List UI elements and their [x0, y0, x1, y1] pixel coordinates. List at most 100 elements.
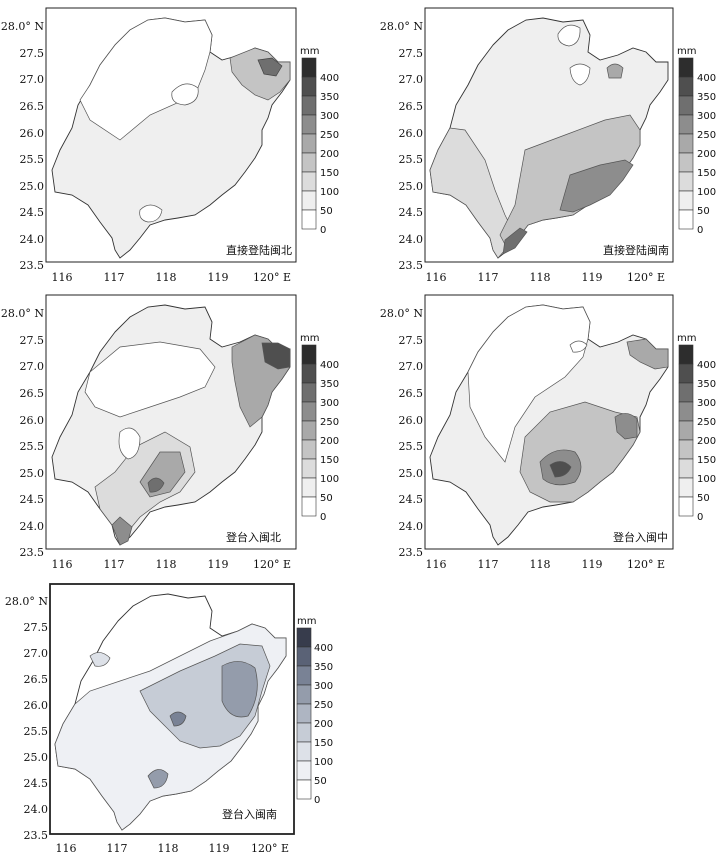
y-tick-label: 27.5: [20, 334, 45, 347]
legend-swatch: [301, 95, 317, 116]
y-tick-label: 23.5: [20, 259, 45, 272]
y-tick-label: 25.5: [24, 725, 49, 738]
y-tick-label: 24.5: [20, 206, 45, 219]
isoline-region: [169, 711, 187, 727]
x-tick-label: 118: [530, 558, 551, 571]
legend-swatch: [296, 722, 312, 743]
legend-label: 150: [314, 738, 333, 749]
map-panel-5: 116 117 118 119 120° E 28.0° N 27.5 27.0…: [0, 576, 345, 861]
legend-unit: mm: [297, 616, 316, 627]
isoline-region: [569, 63, 591, 86]
legend-unit: mm: [677, 333, 696, 344]
y-tick-label: 25.5: [399, 440, 424, 453]
y-tick-label: 25.0: [24, 751, 49, 764]
y-tick-label: 27.0: [20, 360, 45, 373]
legend-swatch: [678, 439, 694, 460]
isoline-region: [606, 63, 624, 79]
y-tick-label: 24.5: [20, 493, 45, 506]
y-tick-label: 28.0° N: [1, 307, 44, 320]
legend-swatch: [301, 114, 317, 135]
x-tick-label: 116: [52, 271, 73, 284]
legend-label: 350: [697, 92, 716, 103]
legend-swatch: [301, 133, 317, 154]
isoline-region: [118, 427, 141, 460]
isoline-region: [139, 204, 163, 223]
map-panel-2: 116 117 118 119 120° E 28.0° N 27.5 27.0…: [375, 0, 720, 285]
legend-swatch: [678, 114, 694, 135]
isoline-region: [147, 477, 165, 493]
isoline-region: [257, 57, 283, 77]
legend-unit: mm: [300, 46, 319, 57]
legend-label: 200: [697, 436, 716, 447]
x-tick-label: 117: [104, 558, 125, 571]
y-tick-label: 26.5: [20, 387, 45, 400]
isoline-region: [559, 159, 634, 213]
legend-swatch: [301, 190, 317, 211]
legend-swatch: [296, 703, 312, 724]
legend-label: 200: [320, 436, 339, 447]
y-tick-label: 27.5: [399, 47, 424, 60]
y-tick-label: 24.0: [20, 520, 45, 533]
legend-swatch: [301, 401, 317, 422]
x-tick-label: 120° E: [627, 271, 665, 284]
legend-swatch: [296, 684, 312, 705]
map-panel-3: 116 117 118 119 120° E 28.0° N 27.5 27.0…: [0, 287, 345, 572]
legend-label: 400: [314, 643, 333, 654]
legend-swatch: [678, 344, 694, 365]
y-tick-label: 26.5: [20, 100, 45, 113]
y-tick-label: 24.5: [24, 777, 49, 790]
legend-swatch: [678, 458, 694, 479]
panel-title: 直接登陆闽南: [603, 243, 669, 257]
legend-label: 50: [320, 206, 333, 217]
legend-label: 0: [320, 225, 326, 236]
y-tick-label: 27.0: [399, 360, 424, 373]
legend-label: 100: [314, 757, 333, 768]
isoline-region: [467, 304, 591, 463]
y-tick-label: 24.0: [24, 803, 49, 816]
legend-swatch: [678, 133, 694, 154]
legend-label: 0: [314, 795, 320, 806]
legend-label: 200: [697, 149, 716, 160]
legend-label: 0: [697, 512, 703, 523]
y-tick-label: 27.0: [20, 73, 45, 86]
isoline-region: [111, 516, 133, 546]
legend-label: 350: [320, 92, 339, 103]
legend: mm 400 350 300 250 200 150 100 50 0: [677, 46, 716, 236]
x-tick-label: 116: [52, 558, 73, 571]
y-tick-label: 27.0: [399, 73, 424, 86]
x-tick-label: 120° E: [627, 558, 665, 571]
legend-swatch: [296, 646, 312, 667]
legend-swatch: [296, 779, 312, 800]
panel-title: 直接登陆闽北: [226, 243, 292, 257]
panel-title: 登台入闽北: [226, 530, 281, 544]
y-tick-label: 24.5: [399, 493, 424, 506]
legend-label: 50: [697, 493, 710, 504]
legend-label: 50: [697, 206, 710, 217]
x-tick-label: 118: [156, 271, 177, 284]
x-tick-label: 116: [426, 558, 447, 571]
legend-label: 300: [320, 398, 339, 409]
x-tick-label: 119: [208, 271, 229, 284]
y-tick-label: 25.5: [20, 440, 45, 453]
y-tick-label: 26.5: [24, 673, 49, 686]
x-tick-label: 119: [582, 558, 603, 571]
y-tick-label: 27.5: [399, 334, 424, 347]
y-tick-label: 23.5: [399, 259, 424, 272]
legend-swatch: [296, 627, 312, 648]
y-tick-label: 24.0: [20, 233, 45, 246]
legend-swatch: [678, 57, 694, 78]
legend-label: 0: [320, 512, 326, 523]
legend-label: 300: [697, 398, 716, 409]
legend-label: 350: [697, 379, 716, 390]
isoline-region: [221, 661, 258, 718]
isoline-region: [614, 413, 638, 440]
legend-swatch: [301, 171, 317, 192]
isoline-region: [147, 769, 169, 789]
panel-title: 登台入闽南: [222, 807, 277, 821]
isoline-region: [502, 227, 528, 255]
y-tick-label: 24.5: [399, 206, 424, 219]
legend-label: 300: [697, 111, 716, 122]
legend-label: 250: [320, 417, 339, 428]
x-tick-label: 116: [426, 271, 447, 284]
legend-label: 150: [697, 168, 716, 179]
